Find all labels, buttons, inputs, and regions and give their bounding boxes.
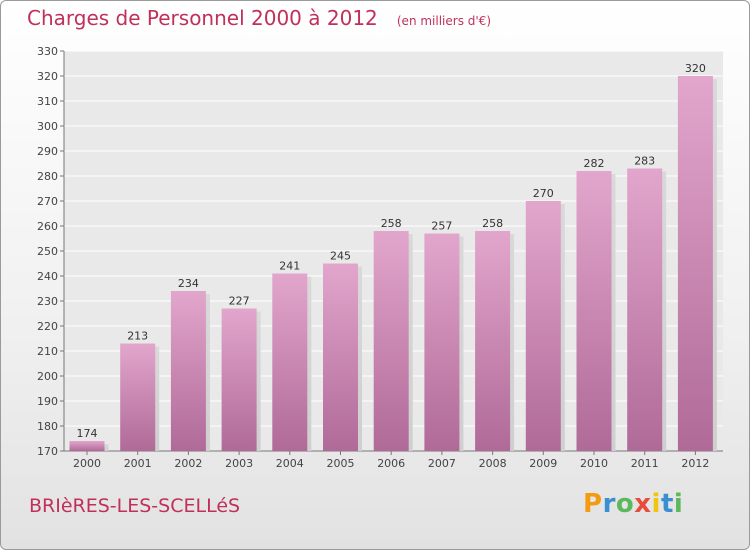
x-tick-label-2000: 2000 xyxy=(73,457,101,470)
y-tick-label: 320 xyxy=(37,70,58,83)
data-label-2009: 270 xyxy=(533,187,554,200)
data-label-2010: 282 xyxy=(584,157,605,170)
data-label-2005: 245 xyxy=(330,250,351,263)
proxiti-logo: Proxiti xyxy=(583,489,683,519)
title-row: Charges de Personnel 2000 à 2012 (en mil… xyxy=(27,6,491,30)
chart-subtitle: (en milliers d'€) xyxy=(396,14,491,28)
x-tick-label-2007: 2007 xyxy=(428,457,456,470)
data-label-2008: 258 xyxy=(482,217,503,230)
x-tick-label-2003: 2003 xyxy=(225,457,253,470)
x-tick-label-2006: 2006 xyxy=(377,457,405,470)
bar-2008 xyxy=(475,231,511,451)
y-tick-label: 220 xyxy=(37,320,58,333)
x-tick-label-2009: 2009 xyxy=(529,457,557,470)
x-tick-label-2001: 2001 xyxy=(124,457,152,470)
bar-2010 xyxy=(576,171,612,451)
bar-2011 xyxy=(627,168,663,451)
y-tick-label: 190 xyxy=(37,395,58,408)
x-tick-label-2010: 2010 xyxy=(580,457,608,470)
bar-2012 xyxy=(677,76,713,451)
data-labels: 174 213 234 227 241 245 258 257 258 270 282 283 320 xyxy=(77,62,706,440)
data-label-2003: 227 xyxy=(229,295,250,308)
y-tick-label: 300 xyxy=(37,120,58,133)
y-tick-label: 270 xyxy=(37,195,58,208)
bar-2001 xyxy=(120,343,156,451)
logo-letter: x xyxy=(634,489,652,519)
x-tick-label-2011: 2011 xyxy=(631,457,659,470)
x-tick-label-2004: 2004 xyxy=(276,457,304,470)
logo-letter: i xyxy=(651,489,661,519)
y-tick-label: 230 xyxy=(37,295,58,308)
bar-2007 xyxy=(424,233,460,451)
bar-2005 xyxy=(323,263,358,451)
data-label-2007: 257 xyxy=(431,220,452,233)
bars xyxy=(69,76,717,451)
y-tick-label: 200 xyxy=(37,370,58,383)
bar-2006 xyxy=(373,231,409,451)
data-label-2006: 258 xyxy=(381,217,402,230)
chart-title: Charges de Personnel 2000 à 2012 xyxy=(27,6,378,30)
bar-2002 xyxy=(170,291,206,451)
data-label-2004: 241 xyxy=(279,260,300,273)
y-tick-label: 260 xyxy=(37,220,58,233)
bar-2009 xyxy=(525,201,561,451)
commune-name: BRIèRES-LES-SCELLéS xyxy=(29,495,241,517)
data-label-2012: 320 xyxy=(685,62,706,75)
data-label-2001: 213 xyxy=(127,330,148,343)
y-tick-label: 210 xyxy=(37,345,58,358)
bar-2000 xyxy=(69,441,105,451)
y-tick-label: 280 xyxy=(37,170,58,183)
data-label-2000: 174 xyxy=(77,427,98,440)
data-label-2002: 234 xyxy=(178,277,199,290)
logo-letter: P xyxy=(583,489,603,519)
x-tick-label-2008: 2008 xyxy=(479,457,507,470)
y-tick-label: 180 xyxy=(37,420,58,433)
logo-letter: r xyxy=(602,489,616,519)
axes: 170 180 190 200 210 220 230 240 250 260 270 280 290 3… xyxy=(37,45,723,470)
x-tick-label-2012: 2012 xyxy=(681,457,709,470)
y-tick-label: 330 xyxy=(37,45,58,58)
x-tick-label-2002: 2002 xyxy=(174,457,202,470)
y-tick-label: 310 xyxy=(37,95,58,108)
y-tick-label: 250 xyxy=(37,245,58,258)
logo-letter: i xyxy=(673,489,684,519)
bar-2004 xyxy=(272,273,308,451)
y-tick-label: 240 xyxy=(37,270,58,283)
y-tick-label: 290 xyxy=(37,145,58,158)
logo-letter: t xyxy=(660,489,674,519)
y-tick-label: 170 xyxy=(37,445,58,458)
logo-letter: o xyxy=(615,489,635,519)
data-label-2011: 283 xyxy=(634,155,655,168)
bar-2003 xyxy=(221,308,257,451)
x-tick-label-2005: 2005 xyxy=(327,457,355,470)
